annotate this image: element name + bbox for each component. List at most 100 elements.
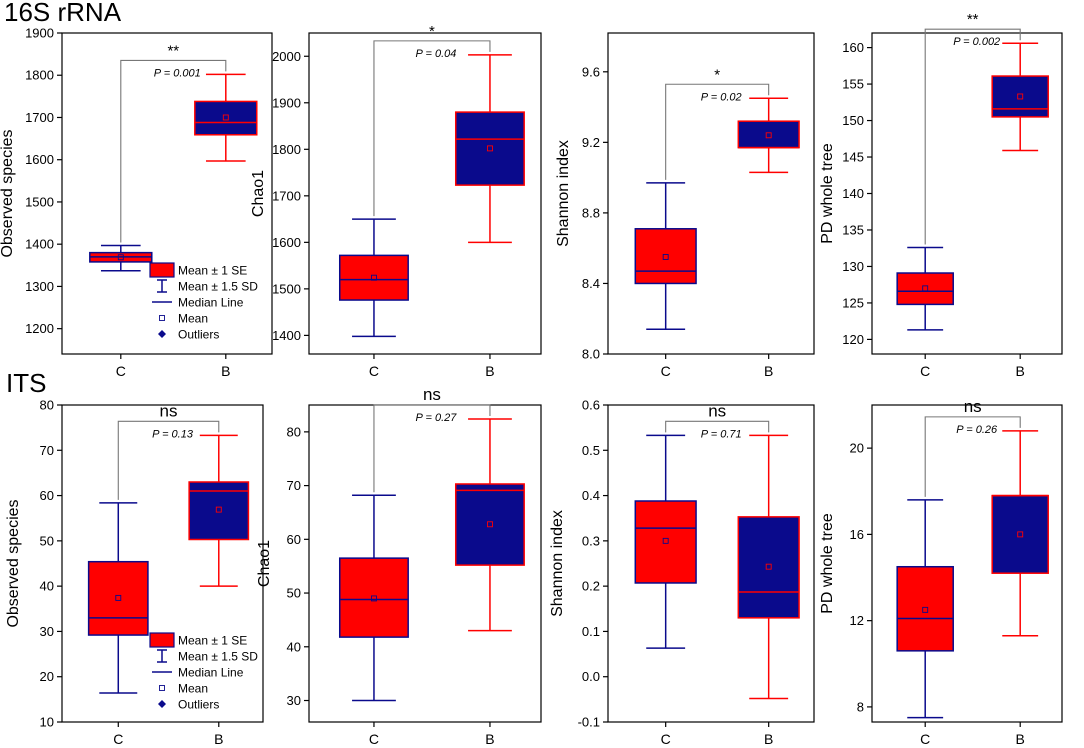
x-tick-label-b: B — [485, 731, 494, 747]
chart-panel-4: 120 125 130 135 140 145 150 155 160 PD whole tree… — [819, 11, 1063, 379]
plot-frame — [607, 32, 815, 355]
x-tick-label-c: C — [920, 731, 930, 747]
y-tick-label: 0.2 — [582, 579, 600, 594]
box-b — [194, 73, 258, 162]
legend-mean-icon — [159, 685, 165, 691]
significance-bracket — [373, 40, 491, 217]
x-tick-label-b: B — [214, 731, 223, 747]
legend-label: Mean ± 1 SE — [178, 634, 247, 648]
y-tick-label: 1900 — [25, 26, 54, 41]
y-axis-label: PD whole tree — [819, 513, 836, 614]
y-axis-label: PD whole tree — [819, 143, 836, 244]
y-tick-label: 50 — [287, 586, 301, 601]
significance-bracket — [120, 59, 227, 243]
y-tick-label: 140 — [842, 186, 864, 201]
y-axis-label: Shannon index — [549, 510, 566, 617]
mean-marker — [765, 563, 772, 570]
legend-label: Outliers — [178, 328, 219, 342]
mean-marker — [922, 606, 929, 613]
box-b — [991, 430, 1049, 637]
chart-panel-8: 8 12 16 20 PD whole tree C Bns P = 0.26 — [819, 397, 1063, 747]
significance-marker: ** — [967, 11, 979, 28]
x-tick-label-b: B — [764, 363, 773, 379]
y-tick-label: 1800 — [272, 142, 301, 157]
box-b — [454, 54, 525, 244]
box-b — [737, 97, 800, 174]
chart-panel-6: 30 40 50 60 70 80 Chao1 C Bns P = 0.27 — [256, 385, 542, 747]
box-body — [338, 254, 409, 301]
y-tick-label: 20 — [850, 441, 864, 456]
y-tick-label: 1600 — [25, 152, 54, 167]
y-tick-label: 30 — [287, 693, 301, 708]
y-tick-label: 40 — [40, 579, 54, 594]
mean-marker — [371, 595, 377, 602]
row-title-16s-rrna: 16S rRNA — [4, 0, 122, 27]
box-body — [634, 228, 697, 285]
box-body — [896, 272, 954, 306]
p-value-label: P = 0.27 — [416, 412, 458, 424]
y-tick-label: -0.1 — [578, 715, 600, 730]
chart-panel-3: 8.0 8.4 8.8 9.2 9.6 Shannon index C B * P = 0.02 — [555, 32, 815, 379]
y-tick-label: 130 — [842, 259, 864, 274]
chart-panel-2: 1400 1500 1600 1700 1800 1900 2000 Chao1 C B * P = … — [250, 23, 542, 379]
p-value-label: P = 0.13 — [152, 428, 194, 440]
box-c — [89, 244, 153, 272]
significance-marker: ** — [167, 42, 179, 59]
y-tick-label: 155 — [842, 77, 864, 92]
significance-marker: ns — [964, 397, 982, 416]
y-tick-label: 120 — [842, 332, 864, 347]
y-tick-label: 1700 — [25, 110, 54, 125]
plot-frame — [607, 404, 815, 723]
y-tick-label: 50 — [40, 533, 54, 548]
y-tick-label: 1300 — [25, 279, 54, 294]
x-tick-label-c: C — [661, 731, 671, 747]
y-tick-label: 16 — [850, 527, 864, 542]
mean-marker — [117, 254, 124, 261]
y-tick-label: 135 — [842, 222, 864, 237]
p-value-label: P = 0.002 — [953, 36, 1000, 48]
mean-marker — [1017, 93, 1024, 100]
chart-panel-1: 1200 1300 1400 1500 1600 1700 1800 1900 Observed… — [0, 26, 273, 379]
legend-label: Median Line — [178, 666, 244, 680]
legend-label: Outliers — [178, 698, 219, 712]
x-tick-label-c: C — [920, 363, 930, 379]
plot-frame — [308, 32, 542, 355]
box-b — [454, 418, 525, 632]
y-tick-label: 1600 — [272, 235, 301, 250]
significance-marker: ns — [160, 401, 178, 420]
p-value-label: P = 0.71 — [701, 428, 742, 440]
box-body — [87, 560, 149, 636]
box-body — [896, 565, 954, 652]
y-tick-label: 0.1 — [582, 624, 600, 639]
box-b — [737, 434, 800, 700]
y-tick-label: 80 — [40, 398, 54, 413]
x-tick-label-b: B — [764, 731, 773, 747]
plot-frame — [61, 32, 273, 355]
y-tick-label: 0.3 — [582, 533, 600, 548]
plot-frame — [871, 404, 1063, 723]
y-axis-label: Observed species — [5, 499, 22, 627]
box-c — [896, 246, 954, 331]
box-c — [338, 218, 409, 338]
significance-bracket — [665, 83, 770, 180]
y-tick-label: 8.8 — [582, 205, 600, 220]
y-tick-label: 8 — [857, 699, 864, 714]
y-tick-label: 1500 — [25, 194, 54, 209]
legend-outlier-icon — [158, 330, 166, 338]
y-tick-label: 125 — [842, 295, 864, 310]
box-body — [634, 500, 697, 584]
p-value-label: P = 0.04 — [416, 48, 457, 60]
mean-marker — [662, 537, 669, 544]
legend-label: Mean ± 1 SE — [178, 264, 247, 278]
x-tick-label-c: C — [116, 363, 126, 379]
y-tick-label: 70 — [40, 443, 54, 458]
y-tick-label: 1200 — [25, 321, 54, 336]
legend: Mean ± 1 SE Mean ± 1.5 SD Median Line Mean O… — [149, 262, 258, 342]
legend-box-icon — [149, 262, 175, 278]
legend-label: Mean — [178, 682, 208, 696]
y-axis-label: Observed species — [0, 129, 16, 257]
y-tick-label: 1500 — [272, 281, 301, 296]
x-tick-label-b: B — [1016, 363, 1025, 379]
box-body — [194, 100, 258, 136]
